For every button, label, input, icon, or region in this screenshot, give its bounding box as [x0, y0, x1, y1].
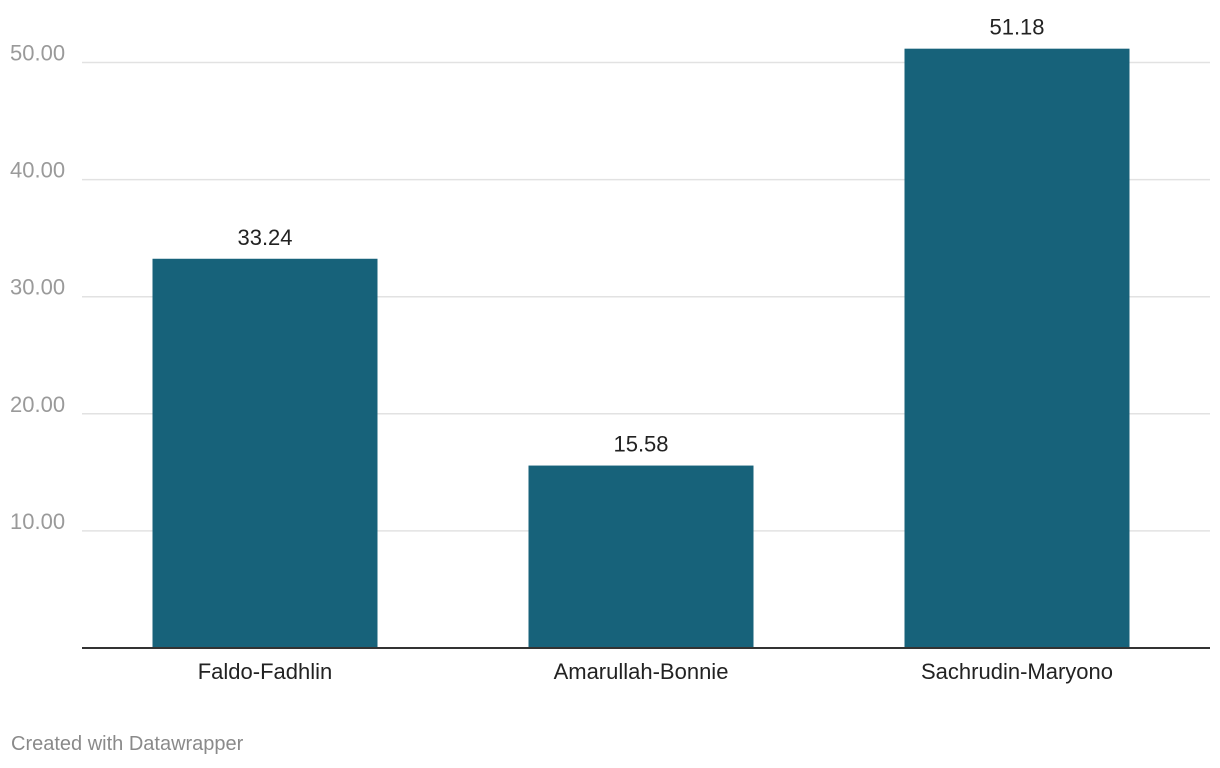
bar-value-label: 33.24 [237, 225, 292, 250]
y-tick-label: 40.00 [10, 158, 65, 183]
bars [152, 48, 1130, 649]
x-category-label: Sachrudin-Maryono [921, 659, 1113, 684]
bar [152, 258, 378, 648]
bar-value-label: 15.58 [613, 432, 668, 457]
bar [904, 48, 1130, 649]
bar-value-label: 51.18 [989, 15, 1044, 40]
x-category-label: Amarullah-Bonnie [554, 659, 729, 684]
y-tick-label: 20.00 [10, 392, 65, 417]
bar [528, 465, 754, 648]
y-tick-label: 30.00 [10, 275, 65, 300]
y-tick-label: 50.00 [10, 41, 65, 66]
y-tick-label: 10.00 [10, 509, 65, 534]
datawrapper-credit[interactable]: Created with Datawrapper [11, 733, 244, 755]
value-labels: 33.24 15.58 51.18 [237, 15, 1044, 457]
x-axis-category-labels: Faldo-Fadhlin Amarullah-Bonnie Sachrudin-M… [198, 659, 1113, 684]
x-category-label: Faldo-Fadhlin [198, 659, 333, 684]
y-axis-tick-labels: 10.00 20.00 30.00 40.00 50.00 [10, 41, 65, 534]
